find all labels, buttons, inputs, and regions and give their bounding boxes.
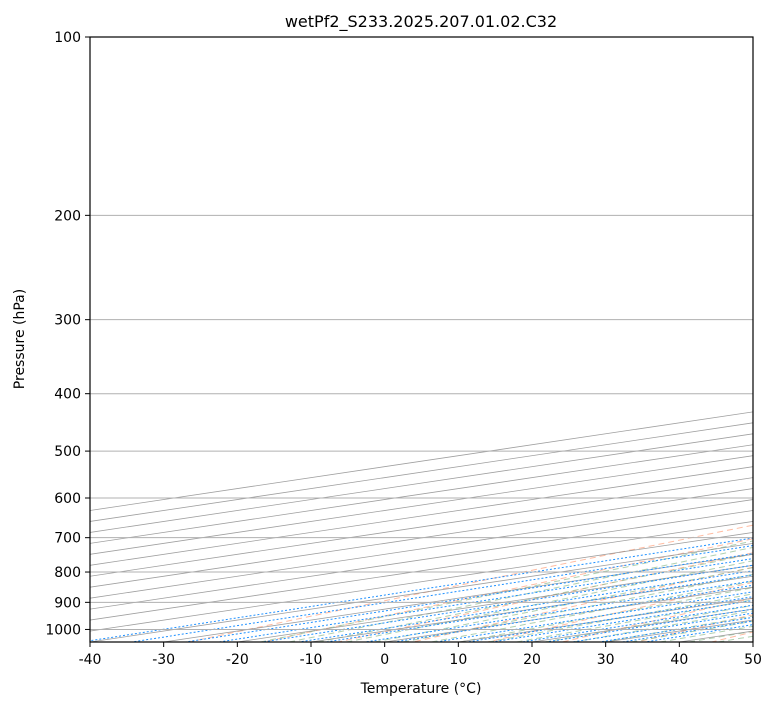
moist-adiabat-line	[346, 560, 753, 642]
moist-adiabat-line	[403, 573, 753, 642]
mixing-ratio-line	[218, 558, 753, 642]
y-tick-label: 600	[54, 491, 81, 507]
x-tick-label: 10	[449, 652, 467, 668]
moist-adiabat-line	[317, 553, 753, 642]
dry-adiabat-line	[711, 631, 753, 642]
y-tick-label: 200	[54, 208, 81, 224]
x-tick-label: 50	[744, 652, 762, 668]
isotherm-line	[458, 597, 753, 642]
dry-adiabat-line	[188, 524, 753, 642]
y-tick-label: 900	[54, 595, 81, 611]
isotherm-line	[90, 455, 753, 555]
mixing-ratio-line	[522, 604, 753, 642]
isotherm-line	[90, 521, 753, 621]
dry-adiabat-line	[636, 614, 753, 642]
isotherm-line	[90, 411, 753, 511]
y-tick-label: 800	[54, 565, 81, 581]
background-lines	[90, 411, 753, 642]
isotherm-line	[90, 488, 753, 588]
y-tick-label: 300	[54, 313, 81, 329]
moist-adiabat-line	[374, 567, 753, 642]
x-axis-title: Temperature (°C)	[360, 681, 482, 697]
mixing-ratio-line	[467, 596, 753, 642]
isotherm-line	[90, 444, 753, 544]
moist-adiabat-line	[660, 625, 753, 642]
dry-adiabat-line	[263, 538, 753, 642]
isotherm-line	[90, 499, 753, 599]
dry-adiabat-line	[412, 566, 753, 642]
chart-title: wetPf2_S233.2025.207.01.02.C32	[285, 12, 557, 32]
isotherm-line	[237, 564, 753, 642]
isotherm-line	[90, 510, 753, 610]
y-tick-label: 100	[54, 30, 81, 46]
x-tick-label: -40	[79, 652, 102, 668]
y-axis-title: Pressure (hPa)	[12, 289, 28, 389]
plot-frame	[89, 36, 754, 643]
x-tick-label: 0	[380, 652, 389, 668]
mixing-ratio-line	[365, 580, 753, 642]
y-tick-label: 400	[54, 387, 81, 403]
moist-adiabat-line	[544, 604, 753, 642]
isotherm-line	[531, 608, 753, 642]
x-tick-label: -20	[226, 652, 249, 668]
isotherm-line	[752, 641, 753, 642]
isotherm-line	[90, 433, 753, 533]
moist-adiabat-line	[718, 635, 753, 642]
moist-adiabat-line	[431, 580, 753, 642]
y-tick-label: 700	[54, 531, 81, 547]
isotherm-line	[90, 477, 753, 577]
moist-adiabat-line	[516, 599, 753, 642]
y-tick-label: 500	[54, 444, 81, 460]
pressure-grid	[90, 36, 753, 630]
moist-adiabat-line	[260, 540, 753, 642]
mixing-ratio-line	[572, 612, 753, 642]
isotherm-line	[90, 532, 753, 632]
isotherm-line	[90, 466, 753, 566]
isotherm-line	[90, 542, 753, 642]
x-tick-label: -30	[152, 652, 175, 668]
mixing-ratio-line	[90, 537, 753, 642]
x-tick-label: 40	[670, 652, 688, 668]
mixing-ratio-line	[185, 553, 753, 642]
isotherm-line	[90, 422, 753, 522]
moist-adiabat-line	[573, 610, 753, 642]
x-tick-label: -10	[300, 652, 323, 668]
mixing-ratio-line	[299, 570, 753, 642]
x-axis-ticks: -40 -30 -20 -10 0 10 20 30 40 50	[79, 642, 762, 668]
y-tick-label: 1000	[45, 622, 81, 638]
x-tick-label: 30	[597, 652, 615, 668]
x-tick-label: 20	[523, 652, 541, 668]
y-axis-ticks: 100 200 300 400 500 600 700 800 900 1000	[45, 30, 90, 638]
